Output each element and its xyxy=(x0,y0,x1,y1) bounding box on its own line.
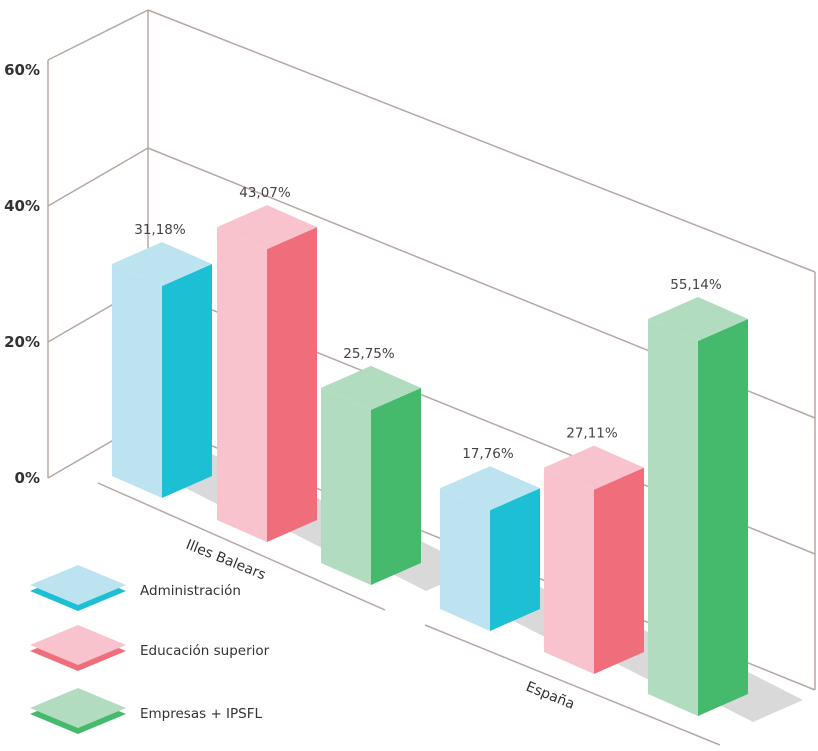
data-label: 25,75% xyxy=(343,346,395,362)
bar-side-face xyxy=(371,387,421,585)
bar xyxy=(217,205,317,542)
legend-swatch xyxy=(30,565,126,605)
grid-line xyxy=(47,147,816,419)
bar-front-face xyxy=(648,319,698,716)
y-tick-label: 20% xyxy=(4,333,40,351)
bar-top-face xyxy=(544,445,644,490)
x-axis-line-illes-balears xyxy=(97,482,386,611)
bars xyxy=(112,205,748,716)
data-label: 31,18% xyxy=(134,222,186,238)
bar-front-face xyxy=(217,227,267,542)
bar-side-face xyxy=(162,263,212,498)
data-label: 27,11% xyxy=(566,426,618,442)
bar-top-face xyxy=(112,241,212,286)
y-axis-ticks: 0% 20% 40% 60% xyxy=(4,61,40,487)
bar xyxy=(648,297,748,716)
legend-label: Educación superior xyxy=(140,643,270,659)
bar xyxy=(440,466,540,631)
bar-top-face xyxy=(440,466,540,511)
data-label: 43,07% xyxy=(239,185,291,201)
data-label: 55,14% xyxy=(670,277,722,293)
data-labels: 31,18% 43,07% 25,75% 17,76% 27,11% 55,14% xyxy=(134,185,722,462)
bar-top-face xyxy=(648,297,748,342)
y-tick-label: 0% xyxy=(15,469,40,487)
data-label: 17,76% xyxy=(462,446,514,462)
bar xyxy=(544,445,644,674)
legend: Administración Educación superior Empresas… xyxy=(30,565,270,734)
bar-front-face xyxy=(321,387,371,585)
legend-item: Educación superior xyxy=(30,625,270,671)
bar-side-face xyxy=(267,227,317,542)
legend-item: Administración xyxy=(30,565,241,611)
legend-swatch xyxy=(30,688,126,728)
legend-swatch xyxy=(30,625,126,665)
y-tick-label: 60% xyxy=(4,61,40,79)
bar-top-face xyxy=(217,205,317,250)
bar xyxy=(112,241,212,498)
y-tick-label: 40% xyxy=(4,197,40,215)
bar-front-face xyxy=(544,467,594,674)
legend-label: Empresas + IPSFL xyxy=(140,706,262,722)
bar xyxy=(321,365,421,585)
legend-label: Administración xyxy=(140,583,241,599)
bar-side-face xyxy=(698,319,748,716)
bar-side-face xyxy=(594,467,644,674)
bar-side-face xyxy=(490,488,540,631)
bar-front-face xyxy=(112,263,162,498)
x-axis-line-espana xyxy=(424,624,721,746)
bar-front-face xyxy=(440,488,490,631)
bar-top-face xyxy=(321,365,421,410)
legend-item: Empresas + IPSFL xyxy=(30,688,262,734)
category-label: Illes Balears xyxy=(184,537,268,584)
